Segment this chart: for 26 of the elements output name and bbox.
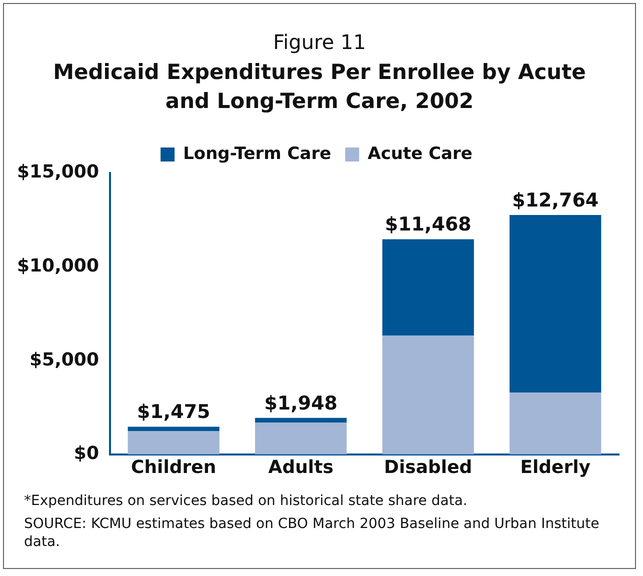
y-tick-label: $0	[74, 443, 99, 464]
total-label: $1,948	[264, 392, 338, 414]
x-tick-label: Children	[131, 456, 216, 478]
bar	[510, 392, 602, 454]
legend-label: Acute Care	[368, 144, 472, 164]
total-label: $1,475	[136, 401, 210, 424]
total-label: $12,764	[512, 189, 599, 212]
bar	[382, 239, 474, 336]
bar	[510, 214, 602, 393]
y-tick-label: $15,000	[17, 162, 99, 183]
total-label: $11,468	[384, 214, 472, 236]
bar	[128, 426, 220, 431]
chart-subtitle: Medicaid Expenditures Per Enrollee by Acute and Long-Term Care, 2002	[52, 59, 587, 115]
bar	[255, 418, 347, 423]
bar	[128, 430, 220, 454]
source-note: SOURCE: KCMU estimates based on CBO March 2003 Baseline and Urban Institute data.	[24, 515, 600, 551]
x-tick-label: Elderly	[520, 456, 591, 478]
x-tick-label: Disabled	[384, 456, 472, 478]
chart-title: Figure 11	[272, 30, 367, 54]
y-tick-label: $5,000	[30, 349, 99, 370]
x-tick-label: Adults	[268, 456, 334, 478]
y-tick-label: $10,000	[17, 255, 99, 276]
legend-label: Long-Term Care	[183, 144, 332, 164]
bar	[382, 336, 474, 454]
text: *Expenditures on services based on historical state share data.	[24, 492, 468, 510]
bar	[255, 422, 347, 454]
